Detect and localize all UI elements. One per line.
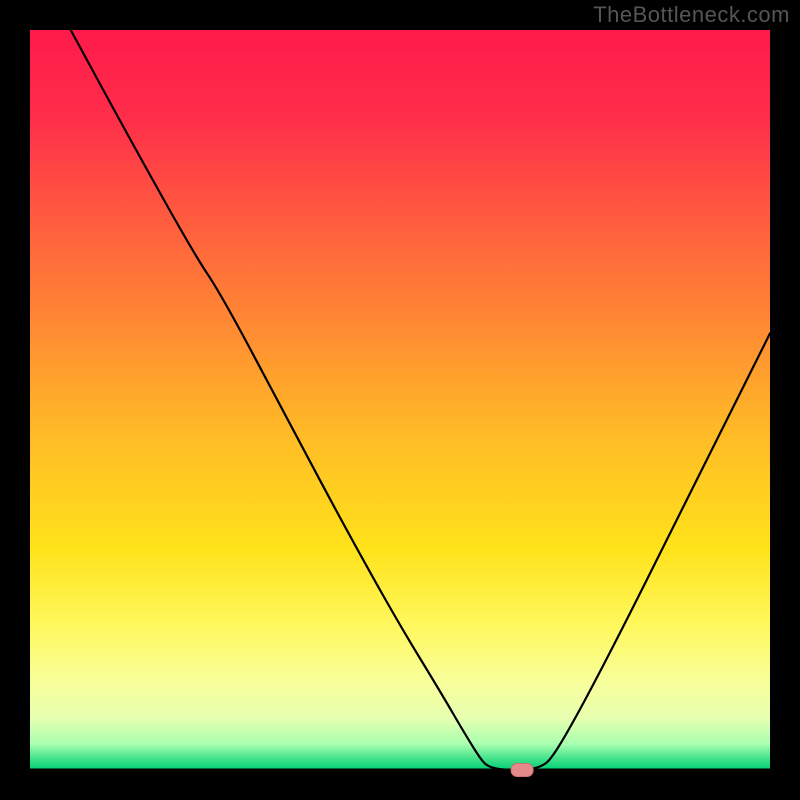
watermark-text: TheBottleneck.com (593, 2, 790, 28)
bottleneck-curve (71, 30, 770, 770)
optimal-point-marker (511, 764, 533, 777)
bottleneck-chart: TheBottleneck.com (0, 0, 800, 800)
curve-layer (0, 0, 800, 800)
